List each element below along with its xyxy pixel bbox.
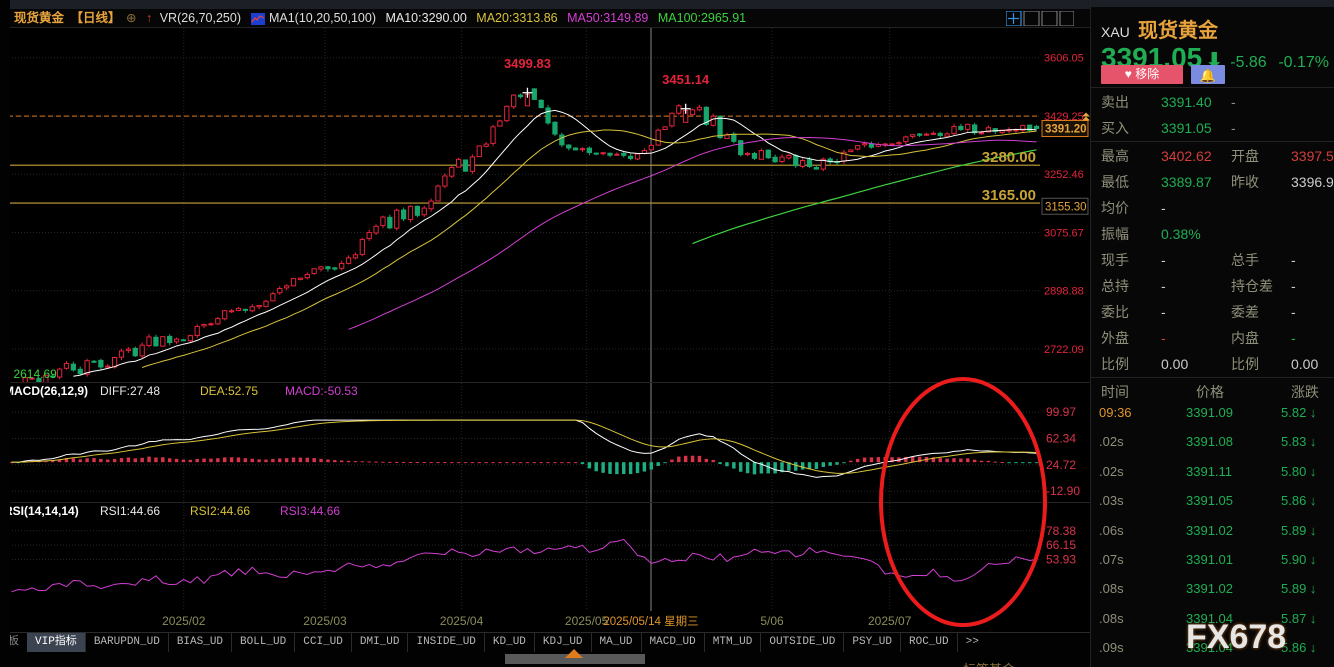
svg-text:3606.05: 3606.05: [1044, 53, 1084, 65]
svg-text:3075.67: 3075.67: [1044, 227, 1084, 239]
svg-text:3155.30: 3155.30: [1045, 201, 1087, 213]
svg-text:MACD:-50.53: MACD:-50.53: [285, 384, 358, 398]
svg-text:RSI2:44.66: RSI2:44.66: [190, 504, 250, 518]
svg-text:3280.00: 3280.00: [982, 149, 1036, 166]
svg-text:2614.69: 2614.69: [13, 367, 57, 381]
svg-text:MACD(26,12,9): MACD(26,12,9): [4, 384, 88, 398]
svg-text:3499.83: 3499.83: [504, 56, 551, 71]
svg-text:RSI(14,14,14): RSI(14,14,14): [4, 504, 79, 518]
svg-text:2898.88: 2898.88: [1044, 286, 1084, 298]
svg-text:2025/02: 2025/02: [162, 614, 206, 628]
svg-text:3451.14: 3451.14: [662, 72, 710, 87]
svg-text:RSI3:44.66: RSI3:44.66: [280, 504, 340, 518]
svg-text:RSI1:44.66: RSI1:44.66: [100, 504, 160, 518]
svg-text:DIFF:27.48: DIFF:27.48: [100, 384, 160, 398]
svg-text:99.97: 99.97: [1046, 405, 1076, 419]
svg-text:2025/04: 2025/04: [440, 614, 484, 628]
svg-text:3391.20: 3391.20: [1045, 124, 1087, 136]
svg-text:3252.46: 3252.46: [1044, 169, 1084, 181]
svg-text:24.72: 24.72: [1046, 458, 1076, 472]
svg-text:66.15: 66.15: [1046, 538, 1076, 552]
svg-text:5/06: 5/06: [760, 614, 784, 628]
svg-text:DEA:52.75: DEA:52.75: [200, 384, 258, 398]
svg-text:-12.90: -12.90: [1046, 484, 1080, 498]
svg-text:53.93: 53.93: [1046, 552, 1076, 566]
svg-text:2722.09: 2722.09: [1044, 344, 1084, 356]
svg-text:3165.00: 3165.00: [982, 187, 1036, 204]
svg-text:62.34: 62.34: [1046, 432, 1076, 446]
svg-text:78.38: 78.38: [1046, 524, 1076, 538]
svg-text:2025/03: 2025/03: [303, 614, 347, 628]
svg-text:2025/07: 2025/07: [868, 614, 912, 628]
svg-text:2025/05: 2025/05: [565, 614, 609, 628]
svg-text:2025/05/14 星期三: 2025/05/14 星期三: [603, 615, 698, 628]
